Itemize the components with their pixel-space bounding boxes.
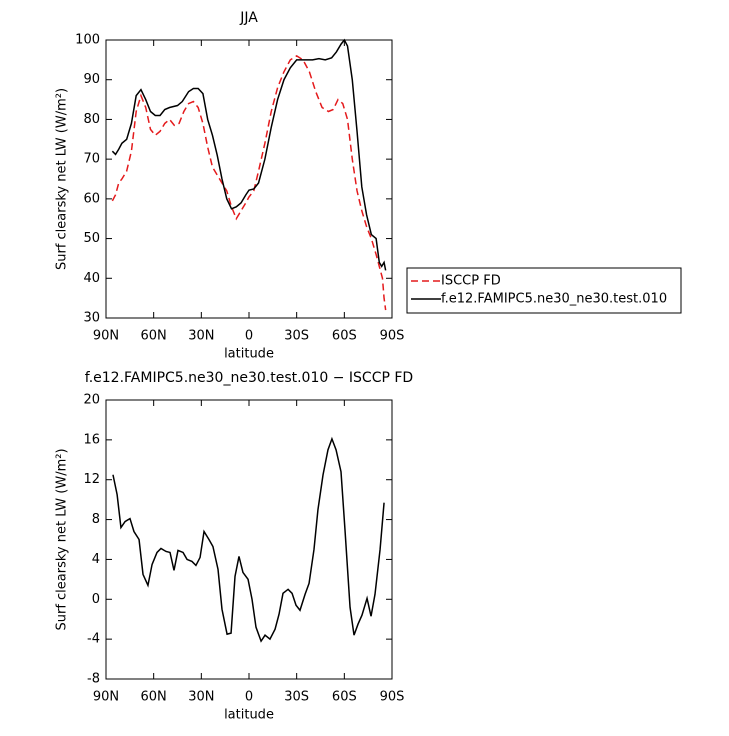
plot-frame: [105, 399, 393, 680]
y-tick-label: 60: [83, 191, 100, 206]
y-tick-label: 90: [83, 72, 100, 87]
x-tick-label: 60N: [141, 690, 167, 705]
x-tick-label: 90S: [380, 329, 405, 344]
y-tick-label: 100: [75, 33, 100, 48]
y-tick-label: 16: [83, 432, 100, 447]
y-tick-label: 50: [83, 231, 100, 246]
y-tick-label: 8: [92, 512, 100, 527]
y-tick-label: 20: [83, 393, 100, 408]
x-tick-label: 60N: [141, 329, 167, 344]
y-tick-label: 4: [92, 552, 100, 567]
x-tick-label: 60S: [332, 690, 357, 705]
data-line: [111, 38, 387, 271]
chart-title: JJA: [239, 10, 258, 26]
x-tick-label: 60S: [332, 329, 357, 344]
y-tick-label: 12: [83, 472, 100, 487]
x-axis-label: latitude: [224, 347, 274, 362]
y-tick-label: -8: [87, 672, 100, 687]
y-tick-label: 70: [83, 152, 100, 167]
x-tick-label: 90N: [93, 329, 119, 344]
legend-label: f.e12.FAMIPC5.ne30_ne30.test.010: [441, 292, 667, 307]
x-tick-label: 0: [245, 329, 253, 344]
y-axis-label: Surf clearsky net LW (W/m²): [55, 88, 70, 270]
plot-frame: [105, 39, 393, 319]
x-axis-label: latitude: [224, 708, 274, 723]
x-tick-label: 0: [245, 690, 253, 705]
x-tick-label: 30N: [188, 690, 214, 705]
y-axis-label: Surf clearsky net LW (W/m²): [55, 448, 70, 630]
legend-label: ISCCP FD: [441, 274, 501, 289]
y-tick-label: 0: [92, 592, 100, 607]
x-tick-label: 30S: [284, 690, 309, 705]
chart-title: f.e12.FAMIPC5.ne30_ne30.test.010 − ISCCP…: [85, 370, 413, 386]
y-tick-label: 80: [83, 112, 100, 127]
y-tick-label: 30: [83, 311, 100, 326]
data-line: [111, 55, 387, 311]
x-tick-label: 90S: [380, 690, 405, 705]
y-tick-label: 40: [83, 271, 100, 286]
data-line: [112, 436, 385, 643]
x-tick-label: 90N: [93, 690, 119, 705]
legend-box: [406, 267, 682, 314]
x-tick-label: 30S: [284, 329, 309, 344]
y-tick-label: -4: [87, 632, 100, 647]
x-tick-label: 30N: [188, 329, 214, 344]
